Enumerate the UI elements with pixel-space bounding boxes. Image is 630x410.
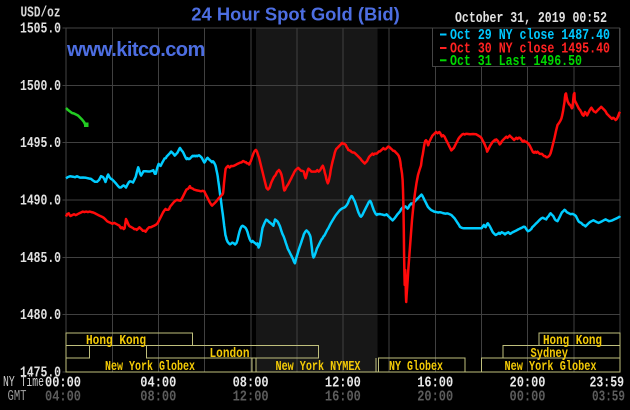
svg-text:24 Hour Spot Gold (Bid): 24 Hour Spot Gold (Bid)	[191, 4, 399, 25]
svg-text:04:00: 04:00	[140, 376, 176, 392]
svg-text:Oct 30 NY close 1495.40: Oct 30 NY close 1495.40	[450, 41, 610, 58]
svg-text:USD/oz: USD/oz	[21, 4, 61, 21]
svg-text:October 31, 2019 00:52: October 31, 2019 00:52	[455, 10, 607, 27]
svg-text:16:00: 16:00	[325, 389, 361, 405]
svg-text:1475.0: 1475.0	[20, 365, 61, 382]
svg-text:04:00: 04:00	[45, 389, 81, 405]
svg-text:www.kitco.com: www.kitco.com	[66, 39, 205, 61]
svg-text:12:00: 12:00	[233, 389, 269, 405]
svg-text:16:00: 16:00	[417, 376, 453, 392]
svg-text:08:00: 08:00	[140, 389, 176, 405]
svg-text:1480.0: 1480.0	[20, 307, 61, 324]
svg-text:03:59: 03:59	[592, 389, 625, 405]
svg-text:20:00: 20:00	[510, 376, 546, 392]
svg-text:1495.0: 1495.0	[20, 135, 61, 152]
svg-text:1505.0: 1505.0	[20, 21, 61, 38]
svg-text:00:00: 00:00	[45, 376, 81, 392]
svg-text:1490.0: 1490.0	[20, 193, 61, 210]
svg-text:Oct 29 NY close 1487.40: Oct 29 NY close 1487.40	[450, 27, 610, 44]
svg-text:1485.0: 1485.0	[20, 250, 61, 267]
svg-text:08:00: 08:00	[233, 376, 269, 392]
svg-text:New York NYMEX: New York NYMEX	[276, 359, 361, 375]
svg-text:23:59: 23:59	[590, 376, 625, 392]
svg-text:12:00: 12:00	[325, 376, 361, 392]
svg-text:Hong Kong: Hong Kong	[543, 333, 602, 349]
svg-text:20:00: 20:00	[417, 389, 453, 405]
svg-text:New York Globex: New York Globex	[105, 359, 195, 375]
svg-text:00:00: 00:00	[510, 389, 546, 405]
svg-text:Hong Kong: Hong Kong	[86, 333, 146, 349]
svg-text:1500.0: 1500.0	[20, 78, 61, 95]
svg-text:Oct 31 Last 1496.50: Oct 31 Last 1496.50	[450, 53, 582, 70]
svg-text:NY Time: NY Time	[3, 375, 44, 391]
svg-text:GMT: GMT	[8, 389, 27, 405]
svg-text:London: London	[210, 346, 250, 362]
svg-text:New York Globex: New York Globex	[505, 359, 597, 375]
svg-text:Sydney: Sydney	[531, 346, 569, 362]
svg-text:NY Globex: NY Globex	[389, 359, 443, 375]
